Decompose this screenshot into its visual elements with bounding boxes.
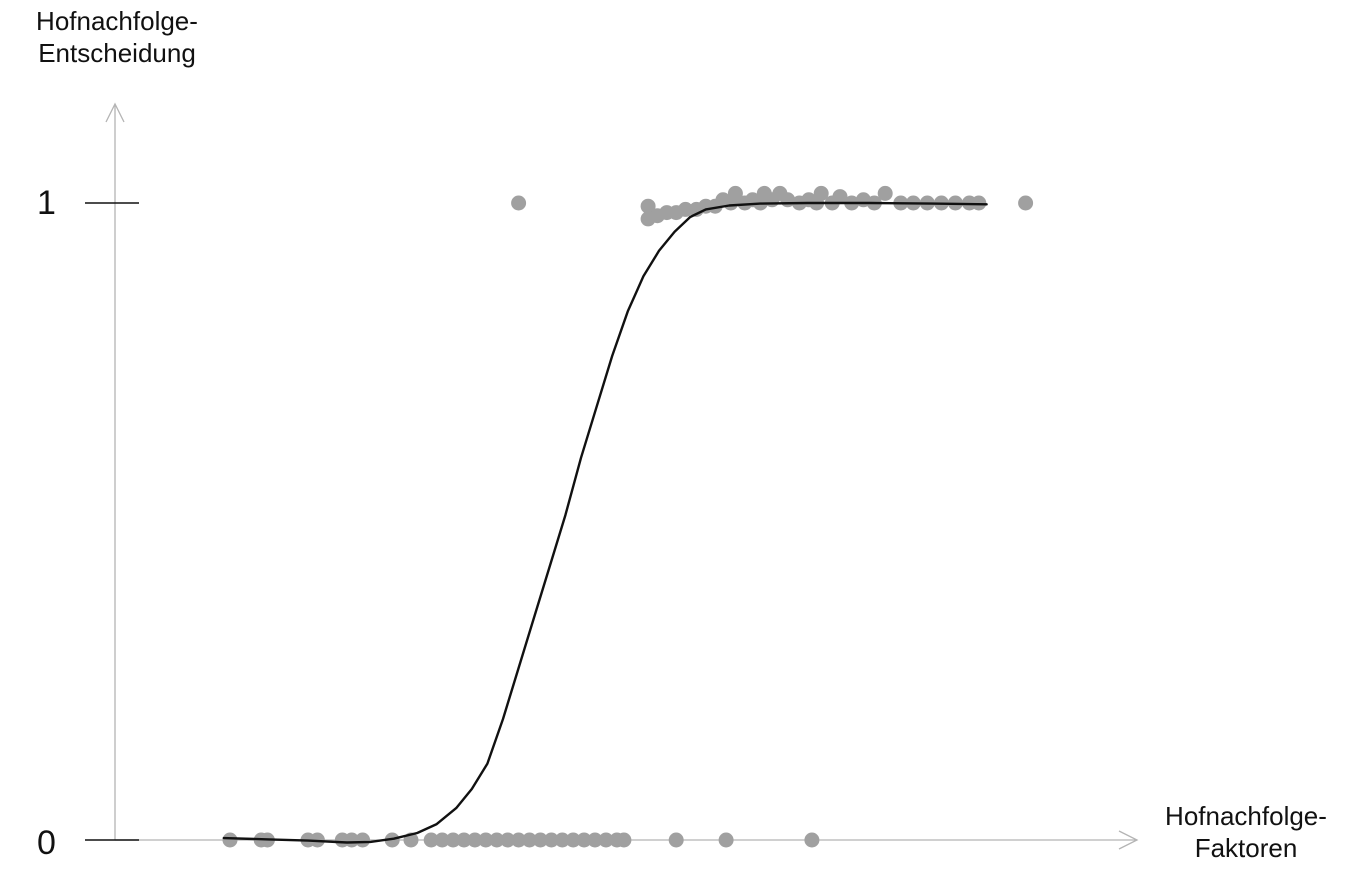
data-point — [718, 832, 734, 848]
data-point — [832, 189, 848, 205]
x-axis-arrowhead — [1118, 830, 1139, 850]
data-point — [640, 198, 656, 214]
data-point — [532, 832, 548, 848]
data-point — [489, 832, 505, 848]
y-axis-label: Hofnachfolge- Entscheidung — [12, 5, 222, 69]
y-axis-arrowhead — [105, 102, 125, 123]
data-point — [668, 832, 684, 848]
data-point — [355, 832, 371, 848]
data-point — [727, 185, 743, 201]
data-point — [598, 832, 614, 848]
data-point — [478, 832, 494, 848]
y-tick-label-0: 0 — [37, 824, 56, 862]
data-point — [877, 185, 893, 201]
data-point — [1018, 195, 1034, 211]
y-tick-label-1: 1 — [37, 184, 56, 222]
x-axis-label-line-2: Faktoren — [1194, 833, 1298, 863]
data-point — [467, 832, 483, 848]
data-point — [616, 832, 632, 848]
data-point — [587, 832, 603, 848]
data-point — [423, 832, 439, 848]
x-axis-label: Hofnachfolge- Faktoren — [1136, 800, 1356, 864]
fitted-curve — [222, 201, 988, 844]
data-point — [554, 832, 570, 848]
data-point — [344, 832, 360, 848]
fitted-curve-layer — [222, 201, 988, 844]
axes — [85, 102, 1139, 850]
data-point — [522, 832, 537, 848]
data-point — [511, 195, 527, 211]
data-point — [445, 832, 461, 848]
data-point — [543, 832, 559, 848]
x-axis-label-line-1: Hofnachfolge- — [1165, 801, 1327, 831]
y-axis-label-line-2: Entscheidung — [38, 38, 196, 68]
data-point — [565, 832, 581, 848]
data-point — [456, 832, 472, 848]
data-point — [813, 185, 829, 201]
data-point — [678, 201, 693, 217]
y-axis-label-line-1: Hofnachfolge- — [36, 6, 198, 36]
data-point — [511, 832, 527, 848]
data-point — [804, 832, 820, 848]
data-point — [434, 832, 450, 848]
data-point — [576, 832, 592, 848]
data-point — [222, 832, 238, 848]
data-points — [222, 185, 1034, 848]
data-point — [500, 832, 516, 848]
